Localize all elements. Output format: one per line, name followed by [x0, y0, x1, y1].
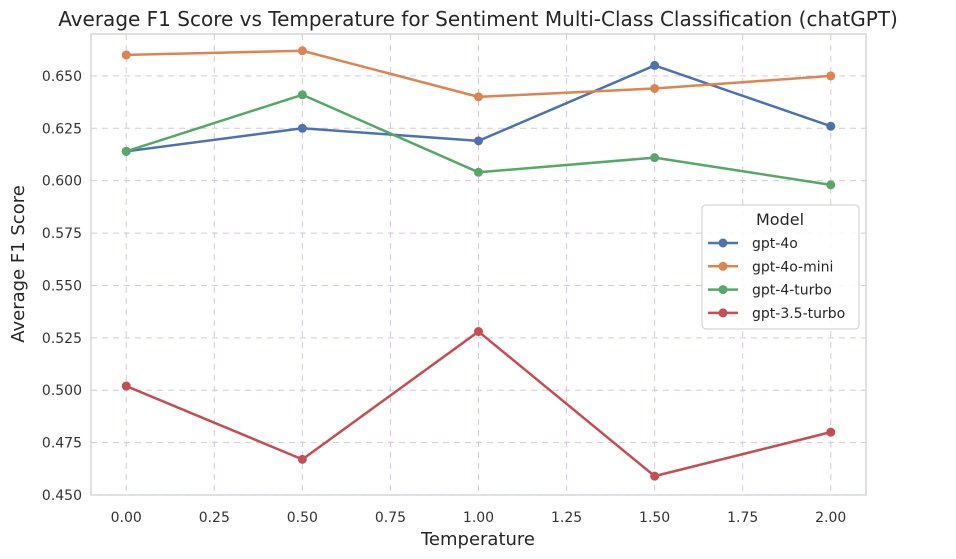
x-axis-label: Temperature [420, 529, 535, 550]
y-tick-label: 0.650 [42, 69, 82, 85]
legend: Model gpt-4o gpt-4o-mini gpt-4-turbo gpt-3.… [701, 204, 860, 330]
data-point [826, 121, 836, 131]
data-point [650, 153, 660, 163]
data-point [826, 180, 836, 190]
legend-marker [718, 308, 728, 318]
x-tick-label: 0.00 [111, 510, 142, 526]
series-gpt-4o [121, 60, 836, 156]
data-point [297, 454, 307, 464]
y-tick-label: 0.450 [42, 488, 82, 504]
legend-marker [718, 238, 728, 248]
y-gridlines [91, 75, 866, 496]
data-point [474, 136, 483, 146]
y-tick-label: 0.500 [42, 383, 82, 399]
x-tick-label: 1.50 [639, 510, 670, 526]
x-tick-label: 0.50 [287, 510, 318, 526]
y-tick-label: 0.625 [42, 121, 82, 137]
series-gpt-4o-mini [121, 46, 836, 102]
legend-item: gpt-3.5-turbo [708, 306, 845, 322]
y-tick-labels: 0.450 0.475 0.500 0.525 0.550 0.575 0.600 0.625… [42, 69, 82, 504]
x-tick-label: 1.75 [727, 510, 758, 526]
legend-title: Model [756, 210, 804, 229]
chart-title: Average F1 Score vs Temperature for Sent… [58, 7, 898, 31]
legend-label: gpt-4-turbo [752, 283, 832, 299]
y-tick-label: 0.550 [42, 278, 82, 294]
series-gpt-4-turbo [121, 90, 836, 190]
x-tick-label: 0.75 [375, 510, 406, 526]
series-layer [121, 46, 836, 481]
legend-box [701, 204, 860, 330]
data-point [297, 46, 307, 56]
data-point [650, 60, 660, 70]
x-tick-labels: 0.00 0.25 0.50 0.75 1.00 1.25 1.50 1.75 2.00 [111, 510, 847, 526]
x-tick-label: 1.00 [463, 510, 494, 526]
legend-label: gpt-4o-mini [752, 259, 833, 275]
data-point [826, 427, 836, 437]
data-point [121, 381, 131, 391]
y-tick-label: 0.475 [42, 436, 82, 452]
data-point [826, 71, 836, 81]
x-tick-label: 0.25 [199, 510, 230, 526]
x-tick-label: 2.00 [815, 510, 846, 526]
legend-items: gpt-4o gpt-4o-mini gpt-4-turbo gpt-3.5-turb… [708, 236, 845, 322]
data-point [121, 146, 131, 156]
legend-item: gpt-4o-mini [708, 259, 833, 275]
legend-marker [718, 285, 728, 295]
data-point [650, 471, 660, 481]
data-point [650, 83, 660, 93]
x-tick-label: 1.25 [551, 510, 582, 526]
y-tick-label: 0.525 [42, 331, 82, 347]
legend-label: gpt-3.5-turbo [752, 306, 845, 322]
data-point [297, 90, 307, 100]
data-point [474, 327, 483, 337]
legend-marker [718, 261, 728, 271]
y-tick-label: 0.575 [42, 226, 82, 242]
y-tick-label: 0.600 [42, 174, 82, 190]
data-point [121, 50, 131, 60]
y-axis-label: Average F1 Score [8, 185, 29, 343]
legend-item: gpt-4-turbo [708, 283, 832, 299]
data-point [297, 123, 307, 133]
legend-item: gpt-4o [708, 236, 798, 252]
legend-label: gpt-4o [752, 236, 798, 252]
data-point [474, 167, 483, 177]
data-point [474, 92, 483, 102]
series-gpt-3.5-turbo [121, 327, 836, 481]
